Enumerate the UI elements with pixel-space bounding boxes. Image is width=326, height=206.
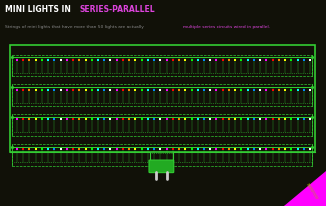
- Text: SERIES-PARALLEL: SERIES-PARALLEL: [80, 5, 156, 14]
- Text: Strings of mini lights that have more than 50 lights are actually: Strings of mini lights that have more th…: [5, 25, 145, 29]
- Polygon shape: [284, 198, 326, 206]
- Text: multiple series circuits wired in parallel.: multiple series circuits wired in parall…: [183, 25, 270, 29]
- Text: MINI LIGHTS IN: MINI LIGHTS IN: [5, 5, 73, 14]
- Bar: [12, 84, 312, 106]
- Polygon shape: [284, 171, 326, 206]
- Bar: [12, 144, 312, 166]
- FancyBboxPatch shape: [149, 160, 174, 173]
- Bar: [12, 55, 312, 76]
- Text: ENERGY.GOV: ENERGY.GOV: [305, 183, 318, 201]
- Bar: [10, 45, 315, 152]
- Bar: [12, 114, 312, 136]
